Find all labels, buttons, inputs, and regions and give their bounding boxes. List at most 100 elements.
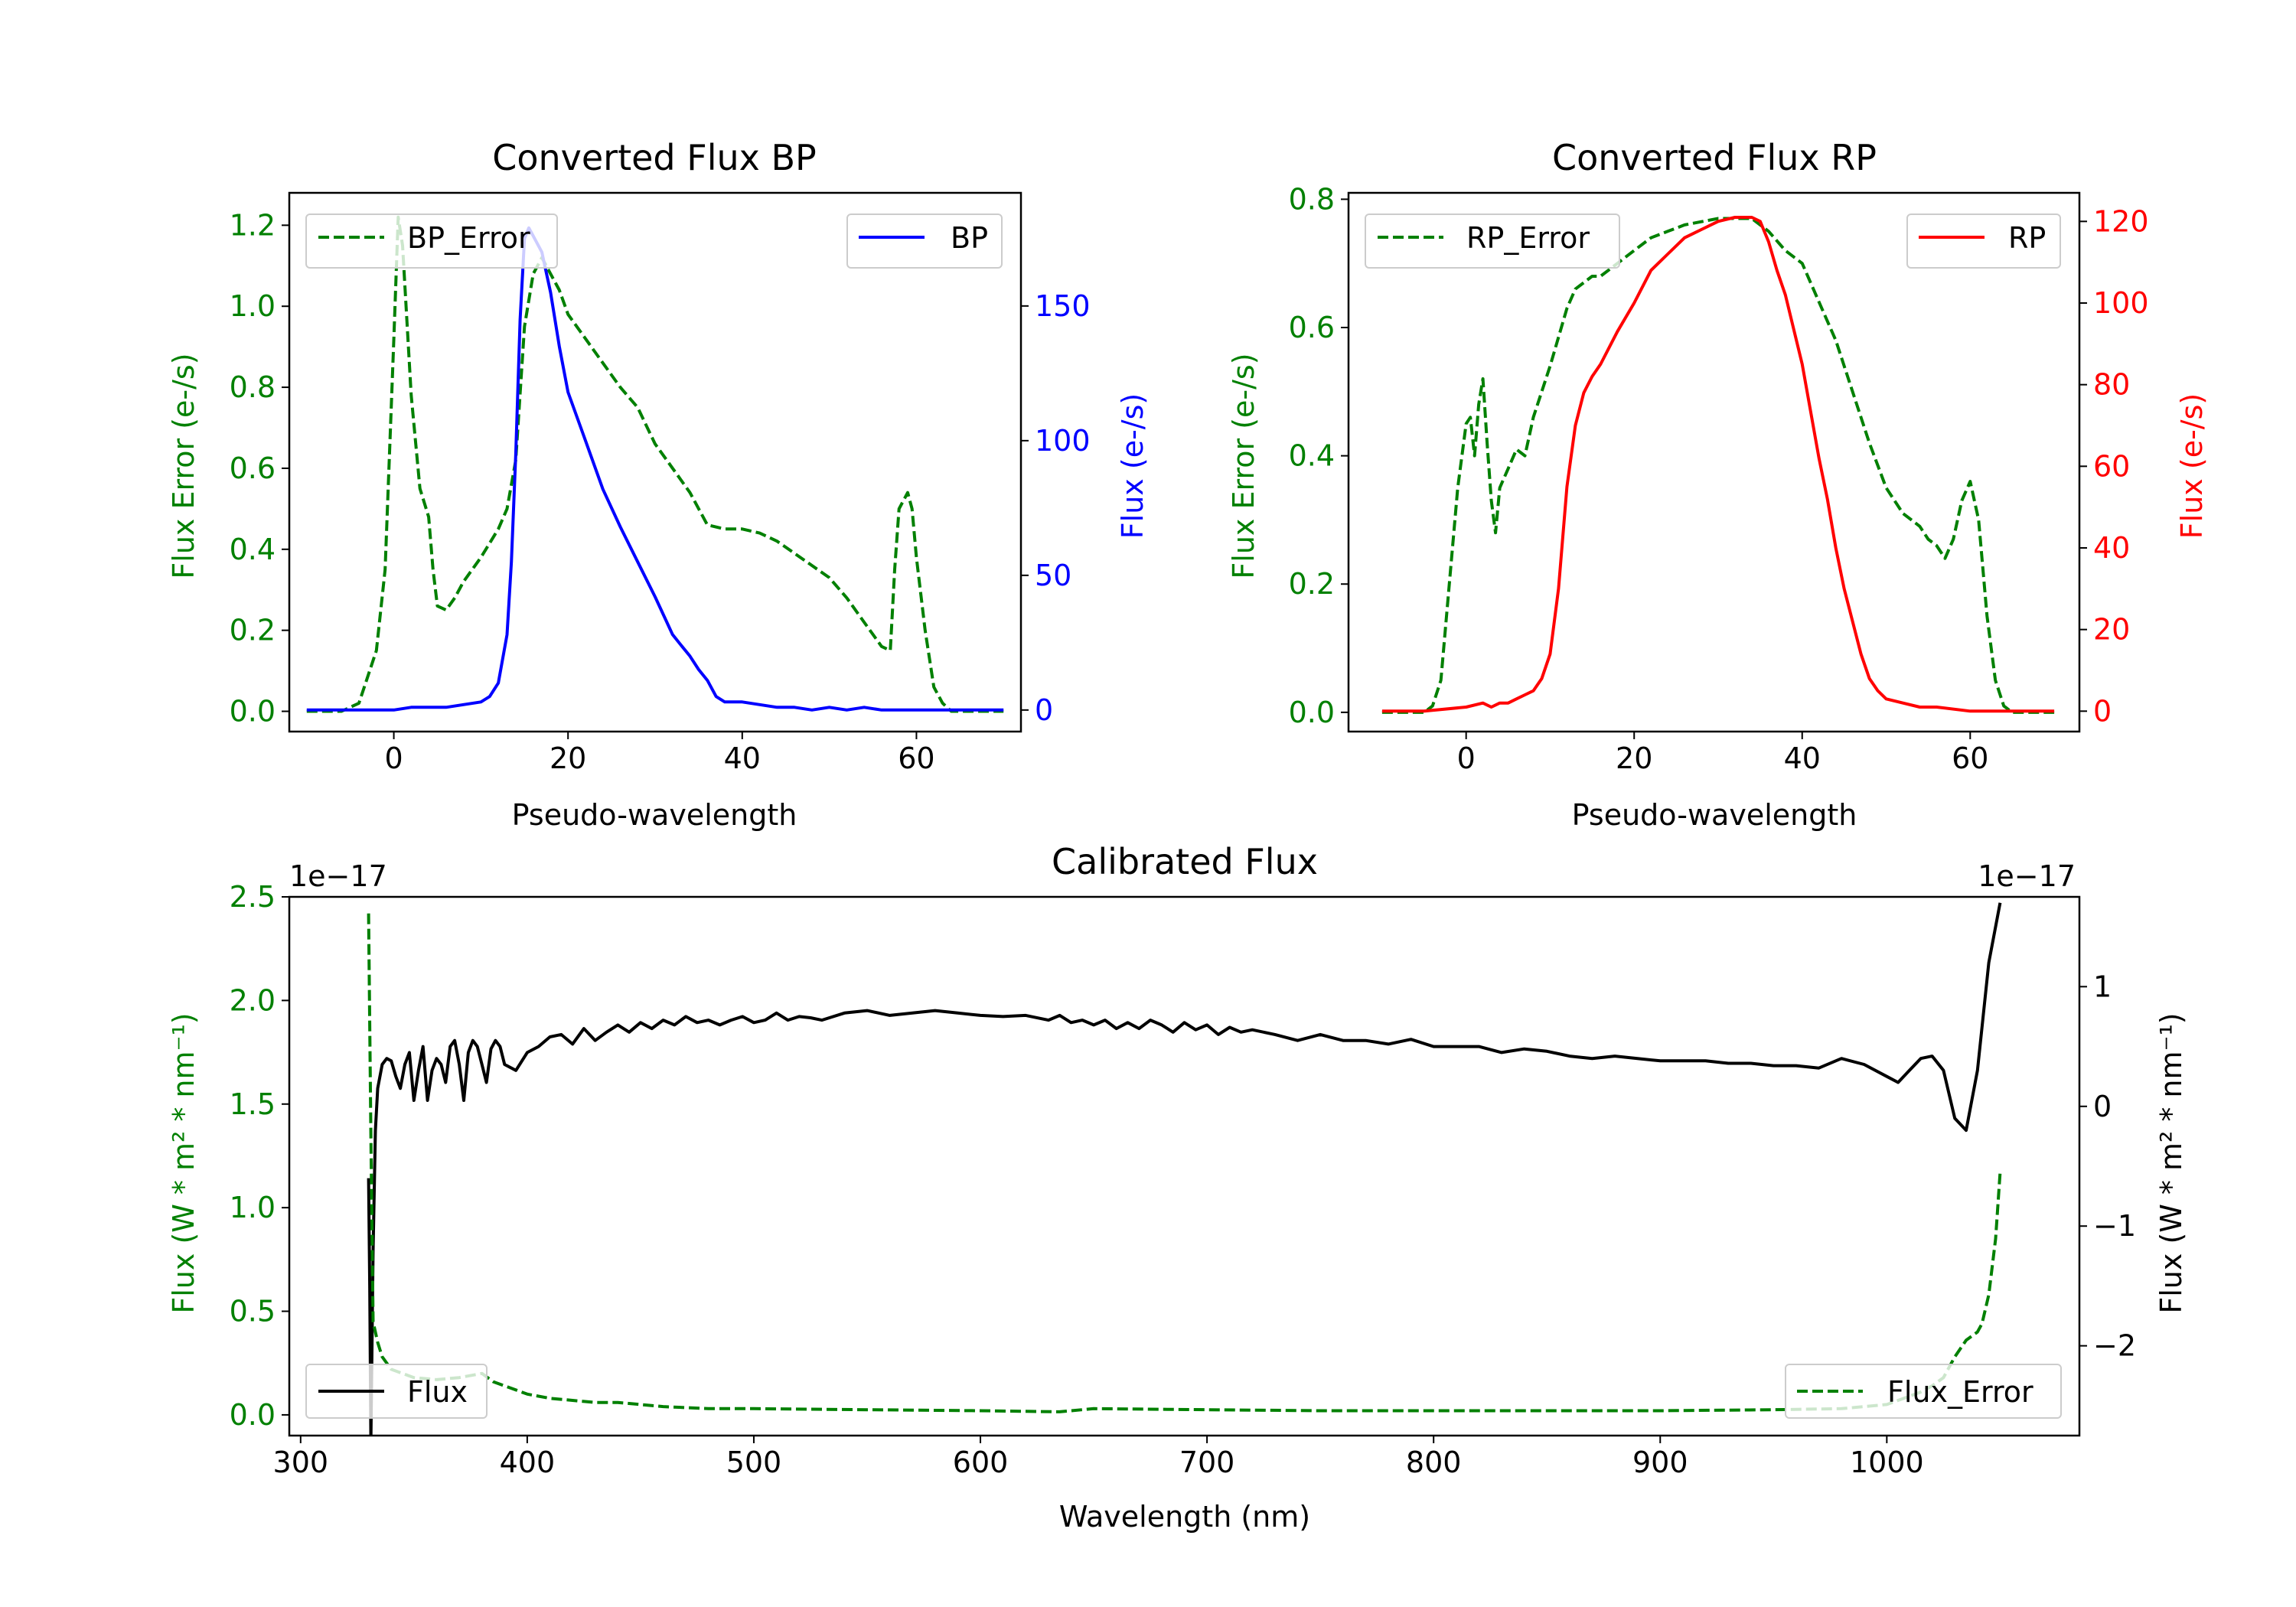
chart-title: Converted Flux RP [1552, 137, 1877, 178]
chart-title: Calibrated Flux [1052, 841, 1318, 882]
legend-label-flux: Flux [407, 1375, 468, 1409]
y-axis-right-label: Flux (e-/s) [1116, 393, 1150, 539]
y-tick-label-right: 0 [2093, 1090, 2112, 1123]
legend-label-rp: RP [2008, 221, 2046, 255]
y-tick-label-left: 1.0 [230, 289, 276, 323]
legend-left[interactable]: RP_Error [1365, 214, 1620, 269]
x-tick-label: 60 [1952, 742, 1988, 775]
x-tick-label: 0 [1457, 742, 1476, 775]
x-tick-label: 20 [550, 742, 586, 775]
y-axis-right: 0 20 40 60 80 100 120 [2079, 204, 2149, 728]
legend-box [305, 1364, 488, 1419]
y-tick-label-left: 0.0 [1289, 696, 1335, 729]
legend-box [1785, 1364, 2062, 1419]
x-axis-label: Wavelength (nm) [1059, 1500, 1310, 1534]
y-tick-label-left: 0.4 [1289, 439, 1335, 473]
series-line-rp-error [1381, 217, 2055, 714]
series-line-bp [306, 226, 1004, 712]
y-axis-left: 0.0 0.5 1.0 1.5 2.0 2.5 [230, 880, 289, 1432]
y-tick-label-right: 0 [1035, 693, 1053, 727]
y-tick-label-left: 0.5 [230, 1295, 276, 1328]
x-tick-label: 20 [1616, 742, 1652, 775]
chart-title: Converted Flux BP [492, 137, 817, 178]
chart-calibrated: Calibrated Flux 1e−17 1e−17 300 400 500 600… [167, 841, 2188, 1534]
legend-box [1906, 214, 2061, 269]
y-axis-left-offset: 1e−17 [289, 859, 387, 893]
y-tick-label-right: 80 [2093, 368, 2130, 402]
y-tick-label-left: 0.6 [230, 451, 276, 485]
chart-bp: Converted Flux BP 0 20 40 60 0.00.20.40.60.… [167, 137, 1150, 832]
x-tick-label: 600 [953, 1446, 1009, 1479]
y-tick-label-right: 1 [2093, 970, 2112, 1003]
y-tick-label-left: 0.0 [230, 1398, 276, 1432]
legend-right[interactable]: Flux_Error [1785, 1364, 2062, 1419]
x-tick-label: 700 [1179, 1446, 1235, 1479]
y-tick-label-right: 100 [2093, 286, 2149, 320]
y-tick-label-right: 120 [2093, 204, 2149, 238]
y-tick-label-left: 2.0 [230, 983, 276, 1017]
plot-area [288, 191, 1022, 733]
y-tick-label-right: −1 [2093, 1209, 2136, 1243]
legend-box [846, 214, 1003, 269]
x-axis-label: Pseudo-wavelength [512, 798, 797, 832]
legend-box [1365, 214, 1620, 269]
y-tick-label-left: 0.6 [1289, 311, 1335, 344]
y-axis-left-label: Flux Error (e-/s) [167, 353, 201, 579]
legend-label-rp-error: RP_Error [1466, 221, 1590, 255]
x-tick-label: 0 [384, 742, 403, 775]
y-tick-label-left: 0.2 [230, 614, 276, 647]
y-tick-label-right: 50 [1035, 559, 1071, 592]
x-axis-label: Pseudo-wavelength [1572, 798, 1857, 832]
x-axis: 0 20 40 60 [384, 732, 935, 775]
y-tick-label-left: 0.8 [1289, 182, 1335, 216]
y-axis-left-label: Flux (W * m² * nm⁻¹) [167, 1012, 201, 1313]
y-tick-label-right: 20 [2093, 613, 2130, 647]
x-tick-label: 800 [1406, 1446, 1462, 1479]
x-tick-label: 900 [1632, 1446, 1688, 1479]
x-tick-label: 300 [273, 1446, 329, 1479]
x-tick-label: 400 [500, 1446, 556, 1479]
y-tick-label-right: 100 [1035, 424, 1091, 458]
y-axis-right-label: Flux (e-/s) [2175, 393, 2209, 539]
y-tick-label-right: −2 [2093, 1329, 2136, 1363]
plot-frame [1347, 191, 2081, 733]
y-tick-label-right: 150 [1035, 289, 1091, 323]
legend-label-bp-error: BP_Error [407, 221, 530, 255]
y-axis-right-label: Flux (W * m² * nm⁻¹) [2154, 1012, 2188, 1313]
y-tick-label-left: 0.4 [230, 533, 276, 566]
y-axis-left: 0.0 0.2 0.4 0.6 0.8 1.0 1.2 [230, 208, 289, 729]
series-line-flux [367, 902, 2002, 1436]
y-tick-label-left: 2.5 [230, 880, 276, 914]
y-tick-label-left: 0.8 [230, 370, 276, 404]
chart-rp: Converted Flux RP 0 20 40 60 0.00.20.40.60.… [1227, 137, 2209, 832]
legend-box [305, 214, 558, 269]
series-line-bp-error [306, 215, 1004, 713]
y-tick-label-right: 60 [2093, 449, 2130, 483]
y-tick-label-left: 1.5 [230, 1087, 276, 1121]
y-axis-right-offset: 1e−17 [1978, 859, 2076, 893]
x-tick-label: 1000 [1850, 1446, 1924, 1479]
x-tick-label: 500 [726, 1446, 782, 1479]
y-tick-label-left: 0.0 [230, 695, 276, 729]
legend-right[interactable]: BP [846, 214, 1003, 269]
legend-left[interactable]: BP_Error [305, 214, 558, 269]
y-axis-right: −2 −1 0 1 [2079, 970, 2136, 1363]
y-tick-label-right: 0 [2093, 694, 2112, 728]
y-axis-left-label: Flux Error (e-/s) [1227, 353, 1261, 579]
y-tick-label-left: 1.2 [230, 208, 276, 242]
legend-label-flux-error: Flux_Error [1887, 1375, 2033, 1409]
legend-right[interactable]: RP [1906, 214, 2061, 269]
plot-frame [288, 895, 2081, 1437]
y-tick-label-left: 1.0 [230, 1191, 276, 1224]
plot-frame [288, 191, 1022, 733]
legend-left[interactable]: Flux [305, 1364, 488, 1419]
y-axis-left: 0.0 0.2 0.4 0.6 0.8 [1289, 182, 1349, 729]
plot-area [1347, 191, 2081, 733]
y-axis-right: 0 50 100 150 [1021, 289, 1091, 727]
x-axis: 300 400 500 600 700 800 900 1000 [273, 1436, 1924, 1479]
x-tick-label: 40 [724, 742, 761, 775]
series-line-rp [1381, 216, 2055, 713]
y-tick-label-left: 0.2 [1289, 567, 1335, 601]
y-tick-label-right: 40 [2093, 531, 2130, 565]
